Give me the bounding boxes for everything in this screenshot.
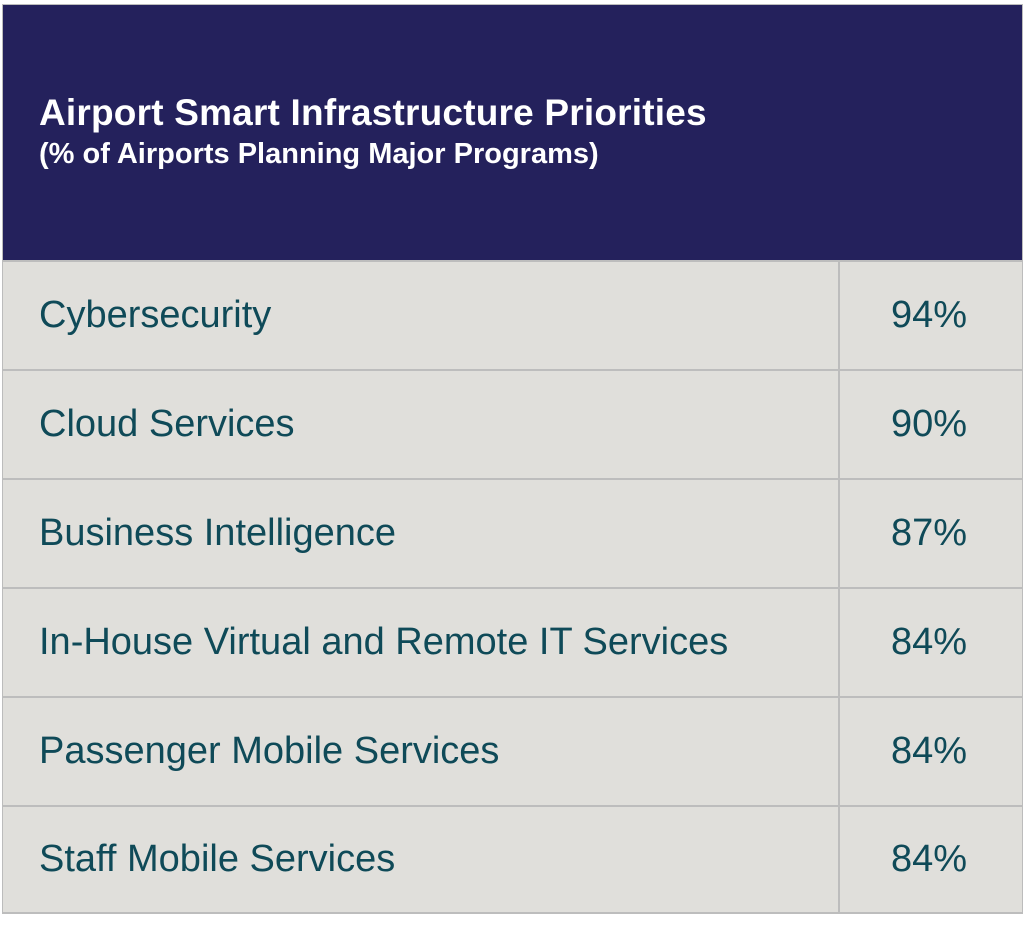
row-value: 87%	[890, 512, 968, 554]
table-row: Business Intelligence 87%	[3, 478, 1022, 587]
table-row: Cloud Services 90%	[3, 369, 1022, 478]
row-label: In-House Virtual and Remote IT Services	[3, 589, 840, 696]
table-title: Airport Smart Infrastructure Priorities	[39, 92, 707, 133]
table-row: Cybersecurity 94%	[3, 260, 1022, 369]
table-header: Airport Smart Infrastructure Priorities …	[3, 5, 1022, 260]
row-label: Cloud Services	[3, 371, 840, 478]
row-label: Passenger Mobile Services	[3, 698, 840, 805]
table-row: Staff Mobile Services 84%	[3, 805, 1022, 914]
row-label: Staff Mobile Services	[3, 807, 840, 912]
row-label: Cybersecurity	[3, 262, 840, 369]
row-label: Business Intelligence	[3, 480, 840, 587]
row-value: 94%	[890, 294, 968, 336]
table-row: In-House Virtual and Remote IT Services 8…	[3, 587, 1022, 696]
row-value: 84%	[890, 838, 968, 880]
row-value: 84%	[890, 621, 968, 663]
table-subtitle: (% of Airports Planning Major Programs)	[39, 138, 599, 170]
row-value: 84%	[890, 730, 968, 772]
priorities-table: Airport Smart Infrastructure Priorities …	[2, 4, 1023, 914]
row-value: 90%	[890, 403, 968, 445]
table-row: Passenger Mobile Services 84%	[3, 696, 1022, 805]
